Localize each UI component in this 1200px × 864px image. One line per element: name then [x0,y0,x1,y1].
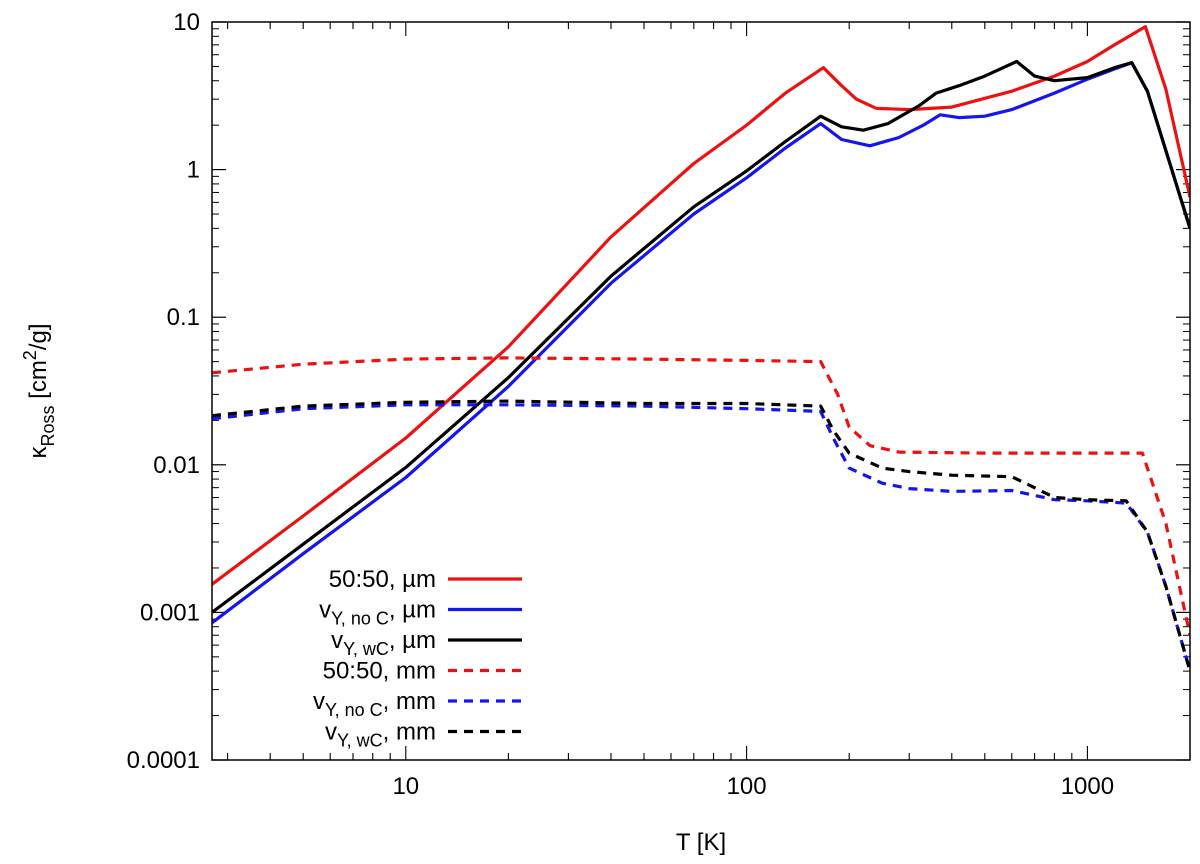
legend-label-sub: Y, no C [325,700,383,720]
legend-label-tail: , µm [389,597,436,624]
legend-label-sub: Y, no C [331,609,389,629]
series-line-2 [212,59,1190,614]
plot-frame [211,21,1191,761]
x-tick-label: 100 [727,773,767,800]
y-tick-label: 1 [187,157,200,184]
legend-label-3: 50:50, mm [323,658,436,685]
y-tick-label: 0.0001 [127,747,200,774]
legend-label-sub: Y, wC [343,639,389,659]
legend-label-1: vY, no C, µm [319,597,436,629]
x-axis-title: T [K] [676,829,726,856]
legend-label-tail: , µm [389,627,436,654]
legend-label-text: 50:50, mm [323,658,436,685]
series-line-0 [212,25,1190,586]
ticks-layer: 10 1 0.1 0.01 0.001 0.0001 10 100 1000 [127,9,1191,800]
legend-label-5: vY, wC, mm [325,719,436,751]
y-axis-title: κRoss [cm2/g] [20,323,58,458]
y-tick-label: 0.001 [140,599,200,626]
legend-label-base: v [331,627,343,654]
legend-label-4: vY, no C, mm [313,688,436,720]
series-line-4 [212,403,1190,672]
y-tick-label: 0.01 [153,452,200,479]
x-tick-label: 1000 [1061,773,1114,800]
series-line-5 [212,399,1190,672]
legend-label-text: 50:50, µm [329,566,436,593]
series-line-3 [212,356,1190,636]
series-line-1 [212,61,1190,625]
y-axis-title-kappa: κ [25,446,52,459]
legend-label-0: 50:50, µm [329,566,436,593]
y-axis-title-unit-open: [cm [25,360,52,405]
legend-label-base: v [325,719,337,746]
legend-label-sub: Y, wC [337,731,383,751]
legend-label-tail: , mm [383,688,436,715]
legend-label-tail: , mm [383,719,436,746]
y-axis-title-sup: 2 [20,350,40,360]
x-tick-label: 10 [392,773,419,800]
y-axis-title-unit-close: /g] [25,323,52,350]
legend-label-base: v [319,597,331,624]
y-tick-label: 10 [173,9,200,36]
y-axis-title-sub: Ross [38,406,58,447]
legend-label-base: v [313,688,325,715]
series-layer [212,25,1190,672]
y-tick-label: 0.1 [167,304,200,331]
legend-label-2: vY, wC, µm [331,627,436,659]
